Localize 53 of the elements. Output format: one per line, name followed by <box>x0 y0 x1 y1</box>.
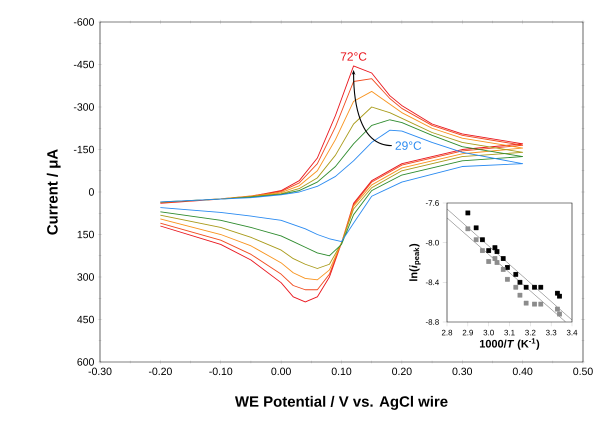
y-tick-label: -150 <box>74 146 94 154</box>
point <box>518 280 522 285</box>
point <box>474 225 479 230</box>
x-tick-label: 0.50 <box>573 368 593 376</box>
point <box>524 284 529 290</box>
point <box>492 245 498 250</box>
point <box>465 210 470 216</box>
y-tick-label: 300 <box>77 273 94 281</box>
x-tick-label: 0.10 <box>332 368 352 376</box>
point <box>557 312 562 316</box>
point <box>480 237 485 242</box>
y-tick-label: -450 <box>74 60 94 68</box>
point <box>513 272 518 277</box>
point <box>518 292 522 298</box>
point <box>474 237 479 242</box>
y-tick-label: 0 <box>88 188 94 196</box>
point <box>486 248 492 253</box>
point <box>500 267 506 272</box>
y-tick-label: 150 <box>78 230 94 238</box>
x-tick-label: 0.00 <box>271 368 291 376</box>
point <box>532 284 537 290</box>
point <box>500 256 506 261</box>
y-axis-title: Current / μA <box>46 149 61 235</box>
point <box>505 276 510 282</box>
annotation: 29°C <box>396 141 422 150</box>
x-tick-label: 0.20 <box>392 368 412 376</box>
point <box>524 300 529 306</box>
x-tick-label: -0.30 <box>88 368 112 376</box>
x-tick-label: -0.20 <box>148 368 172 376</box>
x-axis-title: WE Potential / V vs. AgCl wire <box>234 396 448 410</box>
point <box>513 284 518 290</box>
y-tick-label: 600 <box>77 358 94 366</box>
point <box>492 256 498 261</box>
point <box>486 259 492 264</box>
point <box>505 265 510 270</box>
annotation: 72°C <box>340 52 366 61</box>
point <box>494 249 500 254</box>
y-tick-label: -600 <box>74 18 94 26</box>
x-tick-label: -0.10 <box>209 368 232 376</box>
point <box>480 248 485 253</box>
y-tick-label: 450 <box>77 316 94 324</box>
x-axis-title: 1000/T (K$^{-1}$) <box>480 338 540 350</box>
point <box>538 302 544 307</box>
point <box>465 226 470 232</box>
x-tick-label: 0.40 <box>512 368 532 376</box>
y-tick-label: -300 <box>74 103 94 111</box>
point <box>494 260 500 265</box>
y-axis-title: ln(i$_{peak}$) <box>409 244 421 281</box>
point <box>557 294 562 299</box>
point <box>538 284 544 290</box>
x-tick-label: 0.30 <box>452 368 472 376</box>
point <box>532 302 537 307</box>
point <box>555 306 560 312</box>
